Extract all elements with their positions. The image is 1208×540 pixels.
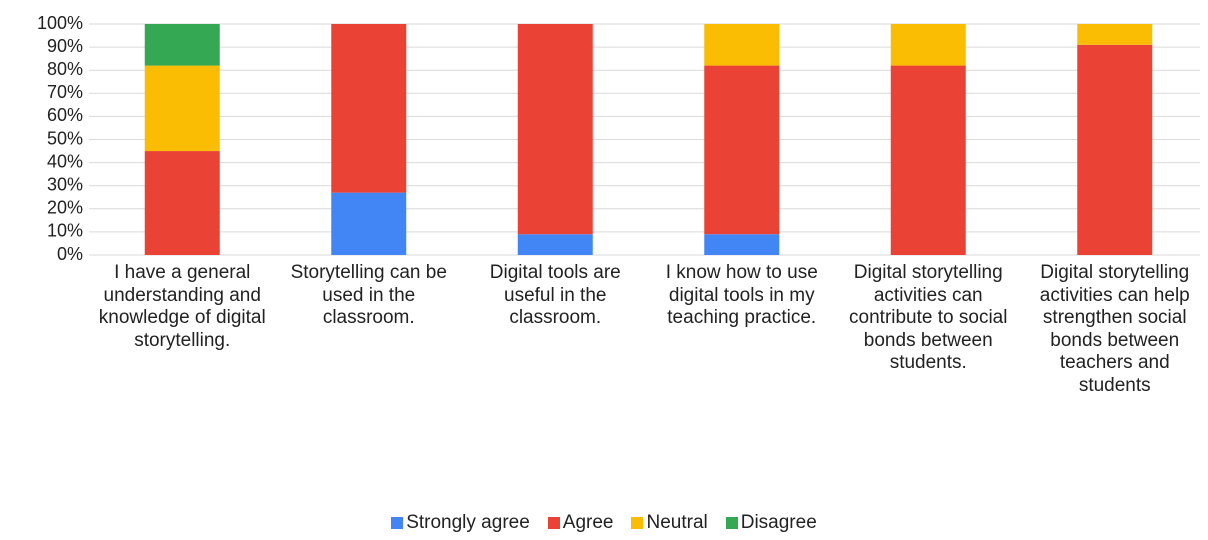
y-tick-label: 0% bbox=[57, 244, 83, 264]
legend-item: Neutral bbox=[631, 512, 708, 534]
bar-segment bbox=[517, 234, 593, 255]
y-tick-label: 80% bbox=[47, 59, 83, 79]
legend-label: Strongly agree bbox=[406, 512, 530, 533]
bar-segment bbox=[1077, 24, 1153, 45]
bar-segment bbox=[704, 234, 780, 255]
bar-segment bbox=[517, 24, 593, 235]
legend-swatch bbox=[391, 517, 404, 529]
legend-label: Agree bbox=[562, 512, 614, 533]
y-tick-label: 90% bbox=[47, 36, 83, 56]
legend-item: Agree bbox=[547, 512, 614, 534]
bar-segment bbox=[144, 24, 220, 66]
x-tick-label: I know how to use digital tools in my te… bbox=[665, 262, 818, 328]
legend: Strongly agree Agree Neutral Disagree bbox=[0, 512, 1208, 534]
y-tick-label: 20% bbox=[47, 198, 83, 218]
y-tick-label: 70% bbox=[47, 82, 83, 102]
bar-segment bbox=[890, 24, 966, 66]
y-tick-label: 50% bbox=[47, 128, 83, 148]
y-tick-label: 100% bbox=[37, 13, 83, 33]
legend-swatch bbox=[725, 517, 738, 529]
bar-segment bbox=[144, 65, 220, 152]
y-tick-label: 30% bbox=[47, 174, 83, 194]
chart: 0% 10% 20% 30% 40% 50% 60% 70% 80% 90% 100% bbox=[37, 13, 1200, 264]
y-tick-label: 10% bbox=[47, 221, 83, 241]
x-tick-label: I have a general understanding and knowl… bbox=[98, 262, 266, 351]
bar-segment bbox=[144, 151, 220, 255]
bar-segment bbox=[890, 65, 966, 255]
legend-item: Disagree bbox=[725, 512, 817, 534]
legend-swatch bbox=[547, 517, 560, 529]
bar-segment bbox=[704, 24, 780, 66]
bar-segment bbox=[1077, 44, 1153, 255]
bar-segment bbox=[704, 65, 780, 235]
x-tick-label: Digital storytelling activities can help… bbox=[1039, 262, 1190, 396]
bar-segment bbox=[331, 192, 407, 255]
legend-item: Strongly agree bbox=[391, 512, 530, 534]
x-tick-label: Digital tools are useful in the classroo… bbox=[489, 262, 621, 328]
legend-label: Disagree bbox=[740, 512, 817, 533]
y-tick-label: 60% bbox=[47, 105, 83, 125]
legend-label: Neutral bbox=[646, 512, 708, 533]
x-tick-label: Digital storytelling activities can cont… bbox=[849, 262, 1008, 373]
legend-swatch bbox=[631, 517, 644, 529]
x-tick-label: Storytelling can be used in the classroo… bbox=[290, 262, 447, 328]
y-tick-label: 40% bbox=[47, 151, 83, 171]
bar-segment bbox=[331, 24, 407, 193]
